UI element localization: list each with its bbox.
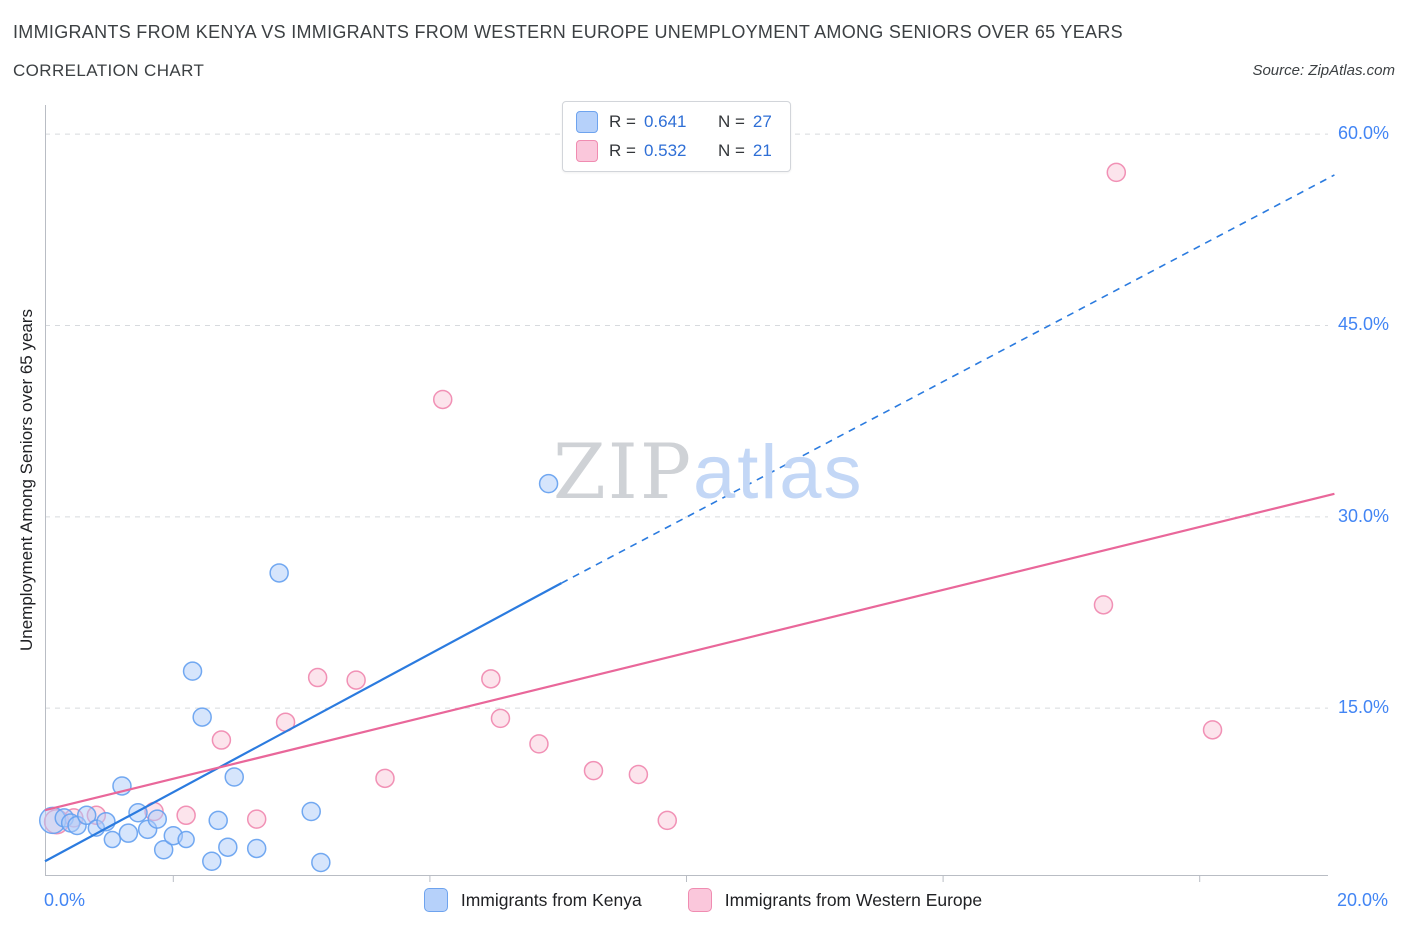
scatter-point-western-europe[interactable] [432,389,453,410]
watermark-atlas: atlas [692,430,864,515]
scatter-point-western-europe[interactable] [1093,595,1114,615]
scatter-point-western-europe[interactable] [211,730,232,750]
scatter-point-kenya[interactable] [76,805,97,826]
scatter-point-kenya[interactable] [224,767,244,787]
y-tick-label: 60.0% [1338,123,1390,144]
y-tick-label: 45.0% [1338,314,1390,335]
x-axis-max-label: 20.0% [1337,890,1389,910]
western-europe-r-label: R = [609,141,636,160]
legend-item-kenya: Immigrants from Kenya [423,888,642,912]
scatter-point-kenya[interactable] [182,661,203,681]
x-axis-min-label: 0.0% [44,890,86,910]
source-credit: Source: ZipAtlas.com [1252,62,1395,79]
scatter-point-western-europe[interactable] [529,734,549,754]
scatter-point-western-europe[interactable] [481,669,501,689]
scatter-point-western-europe[interactable] [307,667,328,688]
y-tick-label: 30.0% [1338,505,1390,526]
legend-row-western-europe: R = 0.532 N = 21 [576,140,772,162]
scatter-point-western-europe[interactable] [375,768,395,789]
scatter-point-kenya[interactable] [218,837,238,857]
western-europe-r-value: 0.532 [643,141,687,160]
scatter-point-western-europe[interactable] [657,810,678,831]
scatter-point-kenya[interactable] [177,830,195,849]
correlation-stats-legend: R = 0.641 N = 27 R = 0.532 N = 21 [562,101,791,172]
kenya-n-label: N = [717,112,745,131]
scatter-point-western-europe[interactable] [246,809,267,829]
western-europe-legend-swatch-icon [687,888,712,912]
trendline-dashed-extrapolation [561,174,1335,584]
kenya-swatch-icon [576,111,598,133]
western-europe-n-label: N = [717,141,745,160]
scatter-point-western-europe[interactable] [1106,162,1127,183]
kenya-r-value: 0.641 [643,112,687,131]
scatter-point-western-europe[interactable] [583,760,604,781]
scatter-point-kenya[interactable] [202,851,222,871]
western-europe-legend-label: Immigrants from Western Europe [724,889,983,910]
trendline-solid [44,582,562,863]
kenya-legend-swatch-icon [423,888,448,912]
scatter-point-kenya[interactable] [103,830,122,849]
y-tick-label: 15.0% [1338,697,1390,718]
scatter-point-kenya[interactable] [128,803,148,823]
zipatlas-watermark: ZIPatlas [553,434,864,511]
scatter-point-kenya[interactable] [208,810,228,831]
scatter-point-kenya[interactable] [269,563,289,583]
scatter-point-kenya[interactable] [147,809,168,829]
watermark-zip: ZIP [553,427,693,516]
scatter-point-kenya[interactable] [118,823,139,843]
page-subtitle: CORRELATION CHART [13,61,205,80]
scatter-point-kenya[interactable] [192,707,212,727]
kenya-legend-label: Immigrants from Kenya [460,889,642,910]
legend-row-kenya: R = 0.641 N = 27 [576,111,772,133]
scatter-point-kenya[interactable] [301,801,321,822]
kenya-n-value: 27 [752,112,772,131]
scatter-point-western-europe[interactable] [346,670,366,690]
scatter-point-kenya[interactable] [153,840,174,860]
scatter-point-kenya[interactable] [538,473,559,494]
scatter-point-western-europe[interactable] [490,708,511,729]
trendline-solid [44,492,1335,812]
western-europe-n-value: 21 [752,141,772,160]
western-europe-swatch-icon [576,140,598,162]
legend-item-western-europe: Immigrants from Western Europe [687,888,983,912]
scatter-point-western-europe[interactable] [628,764,649,785]
page-title: IMMIGRANTS FROM KENYA VS IMMIGRANTS FROM… [13,22,1123,42]
scatter-point-kenya[interactable] [246,838,267,859]
scatter-point-kenya[interactable] [311,852,331,873]
kenya-r-label: R = [609,112,636,131]
series-legend: Immigrants from Kenya Immigrants from We… [0,888,1406,912]
scatter-point-western-europe[interactable] [176,805,196,826]
scatter-point-western-europe[interactable] [1202,720,1223,740]
